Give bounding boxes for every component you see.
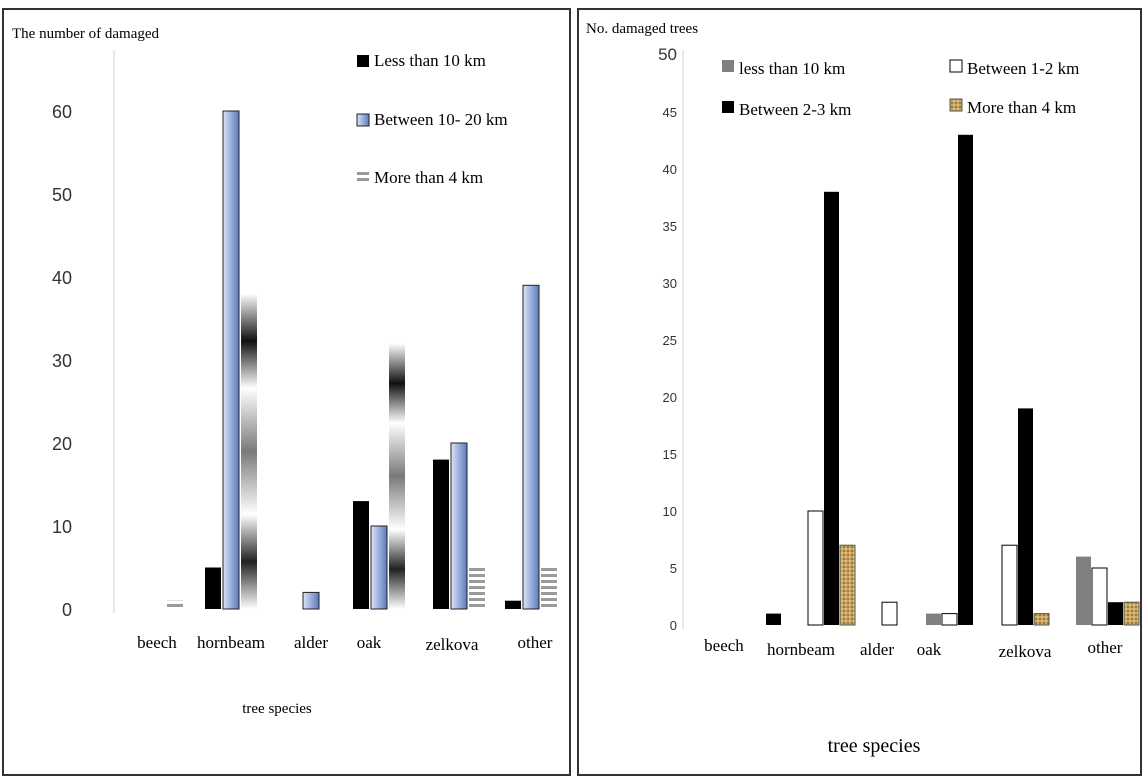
chart-right-xtick-alder: alder — [860, 640, 894, 659]
chart-left-ytick-60: 60 — [52, 102, 72, 122]
chart-panel-left: The number of damaged 0 10 20 30 40 50 60 beech h… — [2, 8, 571, 776]
chart-right: No. damaged trees 0 5 10 15 20 25 30 35 40 45 50 bee… — [586, 21, 1140, 757]
bar-between-10-20-km-zelkova — [450, 442, 468, 610]
bar-less-than-10-km-other — [1076, 556, 1091, 625]
bar-between-10-20-km-oak — [370, 525, 388, 610]
chart-left-xtick-oak: oak — [357, 633, 382, 652]
chart-right-ytick-25: 25 — [663, 333, 677, 348]
bar-between-10-20-km-alder — [302, 591, 320, 610]
bar-less-than-10-km-hornbeam — [205, 567, 221, 609]
chart-left-ytick-30: 30 — [52, 351, 72, 371]
bar-more-than-4-km-hornbeam — [241, 293, 257, 609]
legend-swatch-more-than-4-km — [949, 98, 963, 112]
bar-between-2-3-km-oak — [958, 134, 973, 626]
bar-between-2-3-km-zelkova — [1018, 408, 1033, 625]
bar-less-than-10-km-other — [505, 600, 521, 609]
chart-left-xtick-hornbeam: hornbeam — [197, 633, 265, 652]
chart-right-ytick-30: 30 — [663, 276, 677, 291]
bar-more-than-4-km-hornbeam — [839, 544, 856, 626]
bar-more-than-4-km-other — [541, 567, 557, 609]
chart-right-ytick-15: 15 — [663, 447, 677, 462]
legend-label-less-than-10-km: Less than 10 km — [374, 51, 486, 70]
bar-between-2-3-km-beech — [766, 613, 781, 625]
chart-right-ytick-50: 50 — [658, 45, 677, 64]
bar-between-1-2-km-alder — [881, 601, 898, 626]
chart-right-xtick-beech: beech — [704, 636, 744, 655]
bar-between-10-20-km-hornbeam — [222, 110, 240, 610]
chart-right-ytick-35: 35 — [663, 219, 677, 234]
chart-right-xtick-oak: oak — [917, 640, 942, 659]
chart-left-xtick-other: other — [518, 633, 553, 652]
chart-left-xtick-zelkova: zelkova — [426, 635, 479, 654]
chart-left-ytick-40: 40 — [52, 268, 72, 288]
chart-left-xtick-alder: alder — [294, 633, 328, 652]
chart-left-ytick-50: 50 — [52, 185, 72, 205]
legend-label-between-10-20-km: Between 10- 20 km — [374, 110, 508, 129]
chart-right-ytick-40: 40 — [663, 162, 677, 177]
chart-left-ytick-10: 10 — [52, 517, 72, 537]
chart-left-title: The number of damaged — [12, 26, 160, 42]
legend-swatch-between-2-3-km — [722, 101, 734, 113]
legend-label-between-2-3-km: Between 2-3 km — [739, 100, 851, 119]
chart-left-xlabel: tree species — [242, 701, 312, 717]
chart-right-ytick-10: 10 — [663, 504, 677, 519]
chart-left: The number of damaged 0 10 20 30 40 50 60 beech h… — [12, 26, 557, 717]
chart-left-ytick-20: 20 — [52, 434, 72, 454]
bar-more-than-4-km-other — [1123, 601, 1140, 626]
chart-right-title: No. damaged trees — [586, 21, 698, 37]
chart-right-ytick-5: 5 — [670, 561, 677, 576]
bar-more-than-4-km-oak — [389, 343, 405, 609]
bar-less-than-10-km-zelkova — [433, 459, 449, 609]
chart-left-ytick-0: 0 — [62, 600, 72, 620]
chart-right-xtick-hornbeam: hornbeam — [767, 640, 835, 659]
bar-between-1-2-km-other — [1091, 567, 1108, 626]
bar-between-1-2-km-oak — [941, 613, 958, 626]
legend-swatch-less-than-10-km — [722, 60, 734, 72]
legend-label-more-than-4-km: More than 4 km — [967, 98, 1076, 117]
bar-more-than-4-km-zelkova — [469, 567, 485, 609]
chart-right-xlabel: tree species — [828, 735, 921, 757]
bar-less-than-10-km-oak — [353, 501, 369, 609]
bar-more-than-4-km-beech — [167, 600, 183, 609]
chart-left-xtick-beech: beech — [137, 633, 177, 652]
chart-right-ytick-20: 20 — [663, 390, 677, 405]
chart-right-xtick-other: other — [1088, 638, 1123, 657]
chart-panel-right: No. damaged trees 0 5 10 15 20 25 30 35 40 45 50 bee… — [577, 8, 1142, 776]
chart-right-ytick-45: 45 — [663, 105, 677, 120]
bar-less-than-10-km-oak — [926, 613, 941, 625]
bar-between-2-3-km-other — [1108, 602, 1123, 625]
legend-swatch-less-than-10-km — [357, 55, 369, 67]
legend-label-between-1-2-km: Between 1-2 km — [967, 59, 1079, 78]
legend-swatch-more-than-4-km — [357, 172, 369, 184]
bar-between-2-3-km-hornbeam — [824, 191, 839, 626]
bar-between-1-2-km-hornbeam — [807, 510, 824, 626]
legend-swatch-between-1-2-km — [949, 59, 963, 73]
chart-right-ytick-0: 0 — [670, 618, 677, 633]
bar-between-1-2-km-zelkova — [1001, 544, 1018, 626]
legend-label-less-than-10-km: less than 10 km — [739, 59, 845, 78]
bar-between-10-20-km-other — [522, 284, 540, 610]
chart-right-xtick-zelkova: zelkova — [999, 642, 1052, 661]
legend-swatch-between-10-20-km — [356, 113, 370, 127]
legend-label-more-than-4-km: More than 4 km — [374, 168, 483, 187]
bar-more-than-4-km-zelkova — [1033, 613, 1050, 626]
